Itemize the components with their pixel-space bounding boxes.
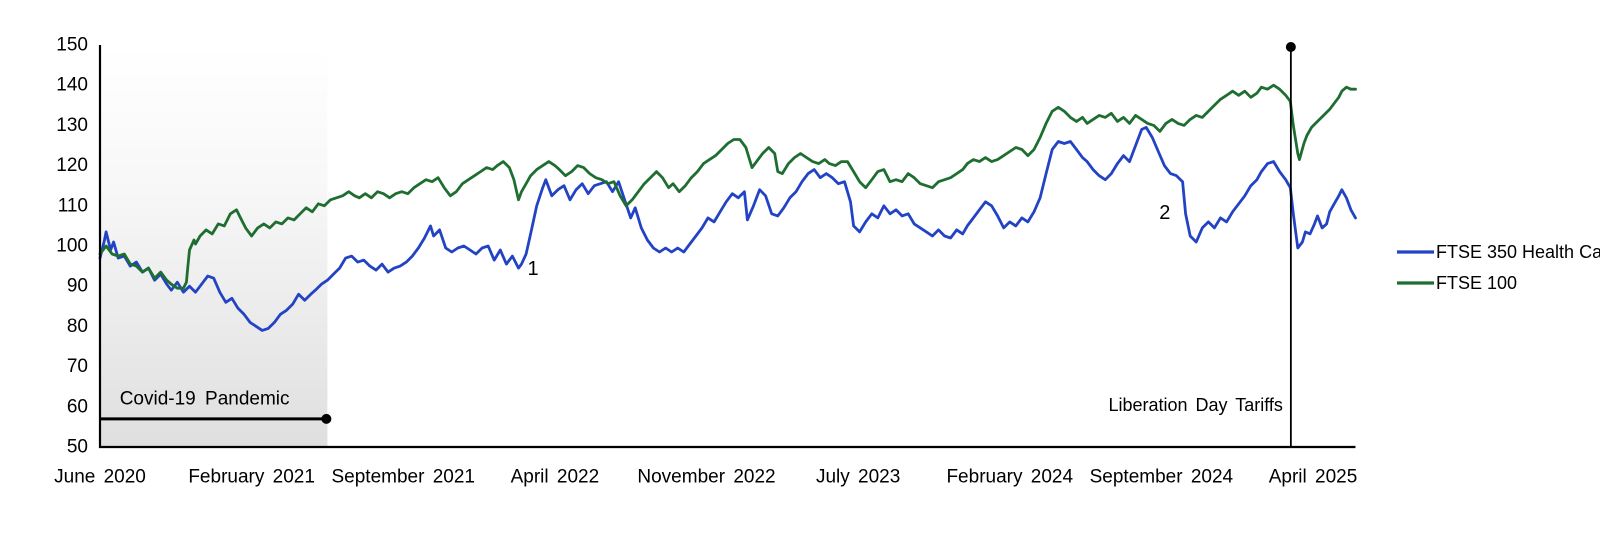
y-tick-label: 140 — [56, 75, 88, 96]
y-tick-label: 100 — [56, 236, 88, 257]
y-tick-label: 60 — [67, 396, 88, 417]
series-line-ftse-350-health-care — [98, 126, 1357, 332]
x-tick-label: April 2025 — [1269, 467, 1358, 488]
legend-item-ftse-100: FTSE 100 — [1397, 273, 1517, 293]
y-tick-label: 50 — [67, 437, 88, 458]
y-tick-label: 130 — [56, 115, 88, 136]
y-tick-label: 150 — [56, 35, 88, 56]
series-line-ftse-100 — [98, 83, 1357, 290]
covid-timeline-end-dot — [321, 413, 332, 424]
x-tick-label: July 2023 — [816, 467, 900, 488]
legend-item-ftse-350-health-care: FTSE 350 Health Care — [1397, 242, 1600, 262]
x-tick-label: November 2022 — [637, 467, 775, 488]
y-tick-label: 110 — [58, 195, 88, 216]
liberation-day-top-dot — [1285, 42, 1296, 53]
x-tick-label: February 2021 — [188, 467, 315, 488]
x-tick-label: February 2024 — [946, 467, 1073, 488]
y-tick-label: 120 — [56, 155, 88, 176]
annotation-marker-1: 1 — [527, 258, 538, 280]
legend-label-ftse-350-health-care: FTSE 350 Health Care — [1436, 242, 1600, 262]
x-tick-label: September 2024 — [1090, 467, 1234, 488]
annotation-marker-2: 2 — [1159, 202, 1170, 224]
x-tick-label: April 2022 — [511, 467, 600, 488]
legend-label-ftse-100: FTSE 100 — [1436, 273, 1517, 293]
y-tick-label: 80 — [67, 316, 88, 337]
x-tick-label: September 2021 — [332, 467, 476, 488]
liberation-day-label: Liberation Day Tariffs — [1108, 395, 1282, 415]
covid-pandemic-label: Covid-19 Pandemic — [120, 388, 290, 409]
covid-pandemic-region — [100, 45, 328, 446]
x-tick-label: June 2020 — [54, 467, 146, 488]
y-tick-label: 90 — [67, 276, 88, 297]
y-tick-label: 70 — [67, 356, 88, 377]
